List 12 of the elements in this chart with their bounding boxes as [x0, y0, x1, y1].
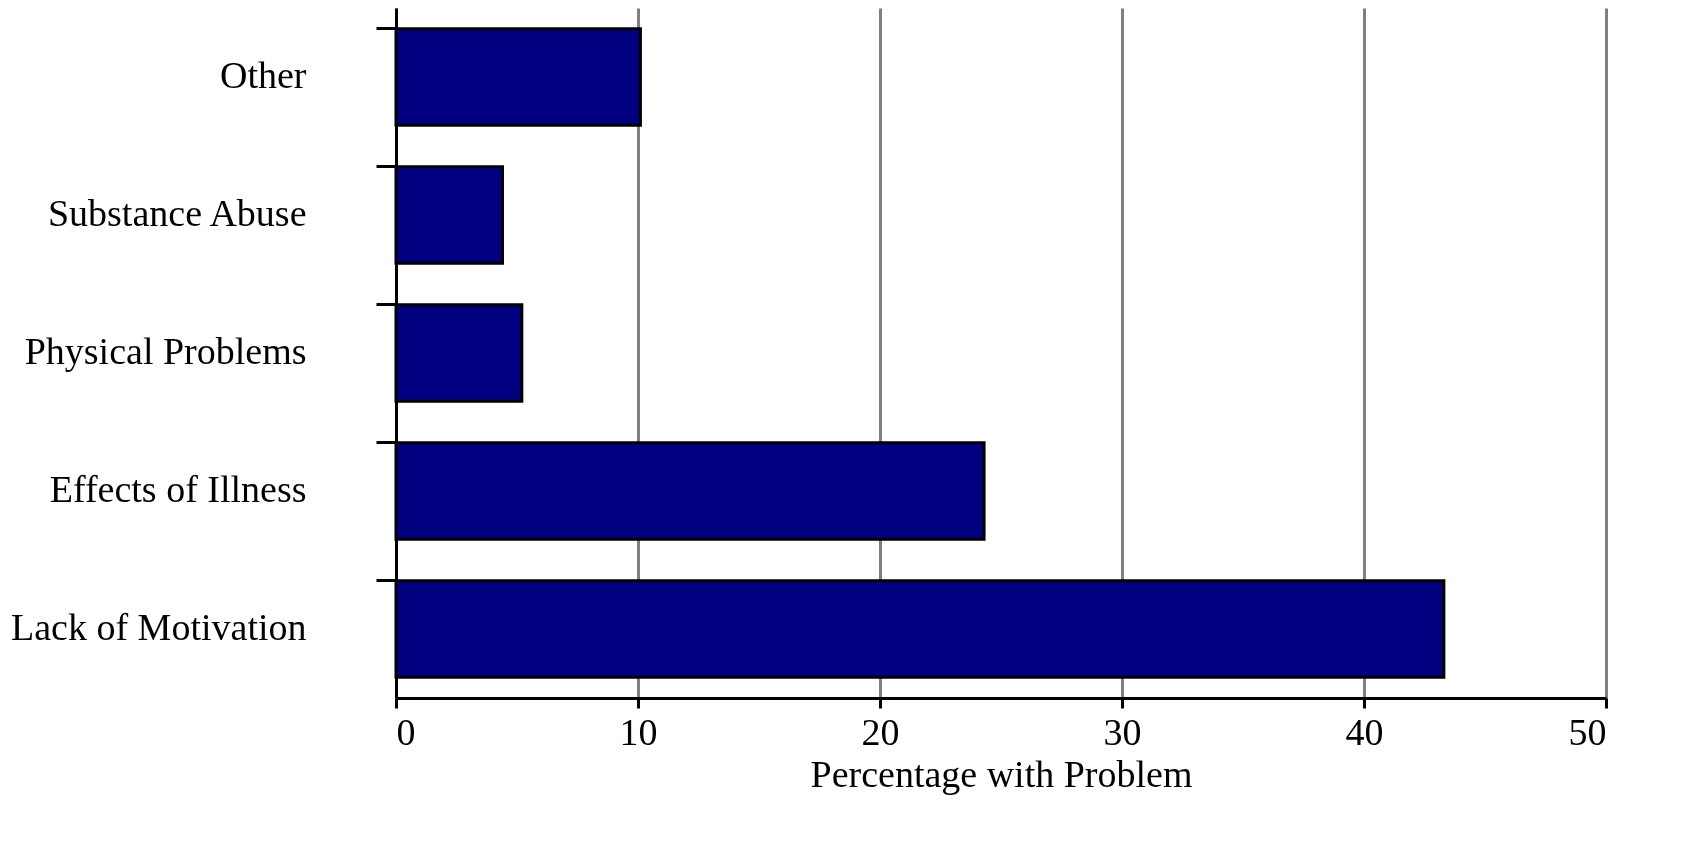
y-tick-label: Other	[219, 54, 307, 96]
x-axis-title: Percentage with Problem	[810, 752, 1193, 795]
x-tick-label: 40	[1345, 710, 1384, 753]
x-tick-label: 30	[1103, 710, 1142, 753]
x-tick-label: 50	[1568, 710, 1607, 753]
y-tick-label: Effects of Illness	[49, 468, 307, 510]
x-tick-label: 10	[619, 710, 658, 753]
y-tick-label: Substance Abuse	[47, 192, 307, 234]
y-tick-label: Lack of Motivation	[11, 606, 307, 648]
x-tick-label: 20	[861, 710, 900, 753]
x-tick-label: 0	[396, 710, 416, 753]
y-tick-label: Physical Problems	[24, 330, 307, 372]
